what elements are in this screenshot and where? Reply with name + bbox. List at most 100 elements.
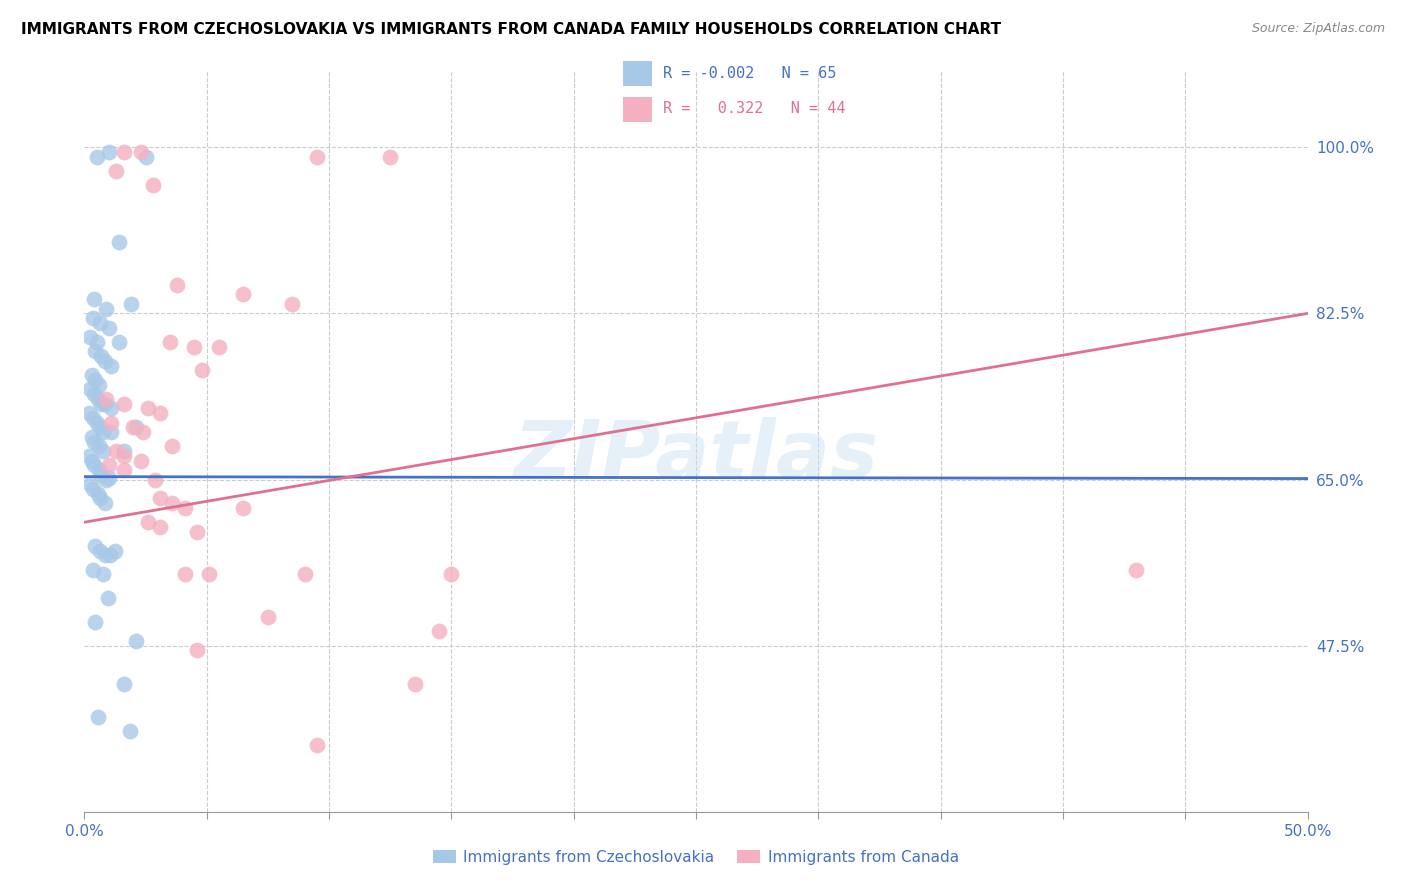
Point — [91, 567, 114, 582]
Point — [98, 549, 121, 563]
Point — [100, 359, 122, 373]
Point — [104, 543, 127, 558]
Point — [97, 591, 120, 606]
Point — [122, 420, 145, 434]
Point — [82, 563, 104, 577]
Point — [129, 145, 152, 159]
Point — [112, 449, 135, 463]
Point — [82, 311, 104, 326]
Point — [84, 373, 107, 387]
Point — [97, 320, 120, 334]
Bar — [623, 96, 652, 122]
Point — [80, 368, 103, 383]
Point — [136, 401, 159, 416]
Point — [86, 150, 108, 164]
Point — [186, 643, 208, 657]
Point — [427, 624, 450, 639]
Point — [87, 439, 110, 453]
Point — [105, 444, 128, 458]
Point — [305, 739, 328, 753]
Point — [80, 430, 103, 444]
Text: ZIPatlas: ZIPatlas — [513, 417, 879, 495]
Point — [82, 410, 104, 425]
Point — [91, 425, 114, 439]
Point — [100, 401, 122, 416]
Point — [97, 458, 120, 473]
Point — [281, 297, 304, 311]
Point — [87, 377, 110, 392]
Point — [166, 277, 188, 292]
Point — [90, 396, 112, 410]
Text: Source: ZipAtlas.com: Source: ZipAtlas.com — [1251, 22, 1385, 36]
Point — [100, 416, 122, 430]
Point — [136, 515, 159, 529]
Point — [132, 425, 155, 439]
Point — [112, 145, 135, 159]
Point — [162, 496, 184, 510]
Point — [80, 453, 103, 467]
Point — [294, 567, 316, 582]
Point — [89, 543, 111, 558]
Point — [82, 482, 104, 496]
Point — [112, 396, 135, 410]
Point — [83, 434, 105, 449]
Bar — [623, 62, 652, 87]
Point — [125, 633, 148, 648]
Text: R = -0.002   N = 65: R = -0.002 N = 65 — [664, 67, 837, 81]
Point — [97, 470, 120, 484]
Point — [159, 334, 181, 349]
Point — [94, 549, 117, 563]
Point — [1125, 563, 1147, 577]
Point — [135, 150, 157, 164]
Point — [380, 150, 402, 164]
Point — [257, 610, 280, 624]
Legend: Immigrants from Czechoslovakia, Immigrants from Canada: Immigrants from Czechoslovakia, Immigran… — [426, 844, 966, 871]
Point — [143, 473, 166, 487]
Point — [191, 363, 214, 377]
Point — [77, 449, 100, 463]
Point — [404, 676, 426, 690]
Point — [232, 287, 254, 301]
Point — [105, 164, 128, 178]
Point — [142, 178, 165, 193]
Point — [120, 297, 142, 311]
Point — [77, 406, 100, 420]
Point — [149, 520, 172, 534]
Point — [186, 524, 208, 539]
Point — [232, 500, 254, 515]
Point — [91, 444, 114, 458]
Point — [83, 458, 105, 473]
Point — [100, 425, 122, 439]
Point — [305, 150, 328, 164]
Point — [86, 416, 108, 430]
Point — [83, 387, 105, 401]
Point — [94, 354, 117, 368]
Point — [94, 396, 117, 410]
Point — [87, 392, 110, 406]
Point — [107, 235, 129, 250]
Point — [208, 340, 231, 354]
Point — [198, 567, 221, 582]
Point — [149, 491, 172, 506]
Point — [107, 334, 129, 349]
Point — [87, 710, 110, 724]
Point — [173, 500, 195, 515]
Point — [87, 487, 110, 501]
Point — [79, 382, 101, 396]
Text: R =   0.322   N = 44: R = 0.322 N = 44 — [664, 102, 846, 116]
Point — [112, 444, 135, 458]
Point — [89, 316, 111, 330]
Point — [96, 301, 118, 316]
Point — [90, 349, 112, 363]
Point — [89, 420, 111, 434]
Point — [83, 292, 105, 306]
Text: IMMIGRANTS FROM CZECHOSLOVAKIA VS IMMIGRANTS FROM CANADA FAMILY HOUSEHOLDS CORRE: IMMIGRANTS FROM CZECHOSLOVAKIA VS IMMIGR… — [21, 22, 1001, 37]
Point — [84, 615, 107, 629]
Point — [112, 463, 135, 477]
Point — [183, 340, 205, 354]
Point — [94, 496, 117, 510]
Point — [112, 676, 135, 690]
Point — [84, 344, 107, 359]
Point — [96, 392, 118, 406]
Point — [79, 477, 101, 491]
